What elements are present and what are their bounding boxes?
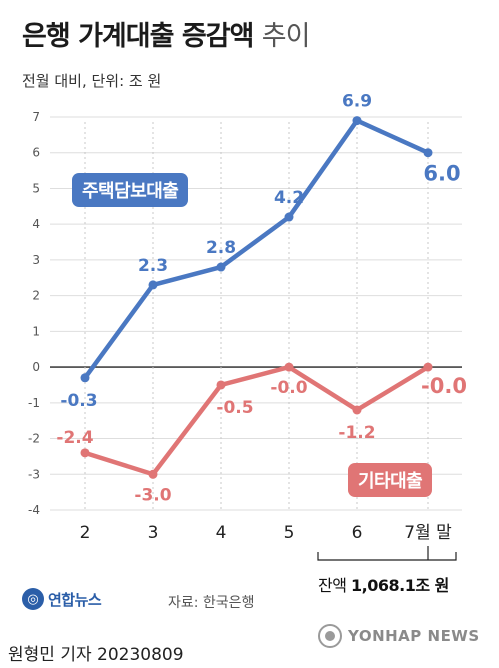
agency-text: YONHAP NEWS xyxy=(348,627,480,645)
point-other xyxy=(352,405,362,415)
axis-layer: 7 6 5 4 3 2 1 0 -1 -2 -3 -4 2 3 4 5 6 7월 말 xyxy=(28,110,452,543)
yonhap-logo-icon: ◎ xyxy=(22,588,44,610)
y-tick-label: 0 xyxy=(32,360,40,374)
chart-title: 은행 가계대출 증감액 추이 xyxy=(22,14,311,53)
x-tick-label: 5 xyxy=(284,523,295,543)
point-other xyxy=(80,448,90,458)
y-tick-label: -4 xyxy=(28,503,40,517)
balance-value: 1,068.1조 원 xyxy=(351,576,449,595)
data-label-mortgage: -0.3 xyxy=(60,391,97,411)
point-mortgage xyxy=(284,212,294,222)
y-tick-label: 3 xyxy=(32,253,40,267)
point-mortgage xyxy=(216,262,226,272)
logo: ◎ 연합뉴스 xyxy=(22,588,102,610)
series-points xyxy=(80,116,433,479)
point-other xyxy=(423,362,433,372)
point-other xyxy=(216,380,226,390)
y-tick-label: 1 xyxy=(32,324,40,338)
data-label-other: -0.0 xyxy=(270,378,307,398)
data-labels: -0.3 2.3 2.8 4.2 6.9 6.0 -2.4 -3.0 -0.5 -0.0 -1.2 -… xyxy=(56,92,467,506)
data-label-other: -3.0 xyxy=(134,485,171,505)
point-other xyxy=(148,469,158,479)
data-label-mortgage: 4.2 xyxy=(274,188,304,208)
data-label-mortgage: 6.9 xyxy=(342,92,372,112)
series-lines xyxy=(82,118,431,477)
series-line-mortgage xyxy=(82,118,431,381)
data-label-other: -0.5 xyxy=(216,398,253,418)
logo-text: 연합뉴스 xyxy=(48,590,102,609)
series-line-other xyxy=(82,364,431,477)
y-tick-label: 7 xyxy=(32,110,40,124)
point-mortgage xyxy=(148,280,158,290)
chart-subtitle: 전월 대비, 단위: 조 원 xyxy=(22,72,162,90)
x-tick-label: 6 xyxy=(352,523,363,543)
point-mortgage xyxy=(423,148,433,158)
y-tick-label: -1 xyxy=(28,396,40,410)
balance-bracket xyxy=(317,546,457,561)
agency-watermark: YONHAP NEWS xyxy=(318,624,480,648)
series-tag-mortgage: 주택담보대출 xyxy=(72,173,189,207)
y-tick-label: 2 xyxy=(32,289,40,303)
series-tag-other: 기타대출 xyxy=(348,463,433,497)
title-main: 은행 가계대출 증감액 xyxy=(22,21,254,52)
data-label-other: -2.4 xyxy=(56,428,93,448)
data-label-other: -0.0 xyxy=(421,374,467,398)
data-label-other: -1.2 xyxy=(338,423,375,443)
data-label-mortgage: 6.0 xyxy=(423,162,460,186)
y-tick-label: 4 xyxy=(32,217,40,231)
point-mortgage xyxy=(80,373,90,383)
y-tick-label: -3 xyxy=(28,467,40,481)
source-note: 자료: 한국은행 xyxy=(168,595,255,611)
balance-prefix: 잔액 xyxy=(318,576,347,595)
data-label-mortgage: 2.8 xyxy=(206,238,236,258)
y-tick-label: 5 xyxy=(32,181,40,195)
point-mortgage xyxy=(352,116,362,126)
x-tick-label: 3 xyxy=(148,523,159,543)
balance-note: 잔액 1,068.1조 원 xyxy=(318,572,449,596)
yonhap-agency-icon xyxy=(318,624,342,648)
bracket-outline xyxy=(317,552,457,561)
x-tick-label: 4 xyxy=(216,523,227,543)
data-label-mortgage: 2.3 xyxy=(138,256,168,276)
x-tick-label: 7월 말 xyxy=(404,523,452,543)
point-other xyxy=(284,362,294,372)
title-suffix: 추이 xyxy=(261,21,311,52)
x-tick-label: 2 xyxy=(80,523,91,543)
y-tick-label: -2 xyxy=(28,432,40,446)
y-tick-label: 6 xyxy=(32,146,40,160)
reporter-credit: 원형민 기자 20230809 xyxy=(8,645,184,665)
